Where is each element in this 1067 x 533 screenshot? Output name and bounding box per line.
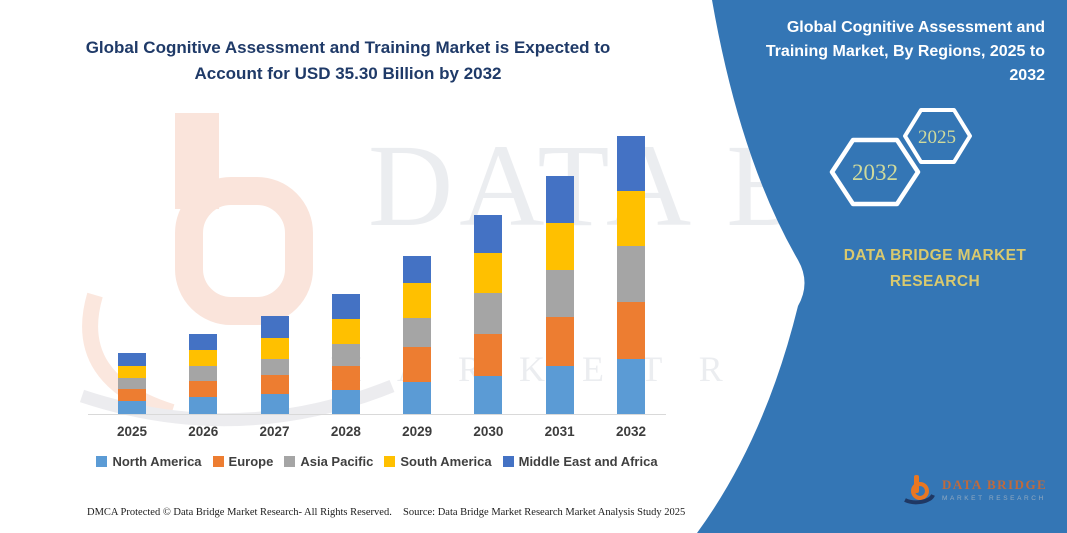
bar-2027-segment-north-america [260, 394, 289, 414]
bar-2029-segment-europe [403, 347, 432, 382]
x-axis-label-2030: 2030 [473, 424, 504, 439]
side-panel-heading: Global Cognitive Assessment and Training… [765, 19, 1045, 84]
legend-swatch-south-america [384, 456, 396, 467]
legend-swatch-middle-east-and-africa [502, 456, 514, 467]
forecast-years-hexagons: 2025 2032 [829, 108, 972, 207]
chart-legend: North America Europe Asia Pacific South Ame… [80, 454, 674, 469]
bar-2026-segment-south-america [189, 350, 218, 366]
bar-2028 [331, 294, 360, 414]
x-axis-line [88, 414, 666, 415]
company-logo: DATA BRIDGE MARKET RESEARCH [903, 474, 1047, 506]
bar-2026 [189, 334, 218, 414]
bar-2030 [474, 215, 503, 414]
side-panel-brand-line2: RESEARCH [889, 272, 981, 290]
company-logo-name: DATA BRIDGE [942, 476, 1048, 492]
page-title: Global Cognitive Assessment and Training… [85, 38, 611, 83]
stacked-bar-chart [118, 114, 645, 414]
bar-2025-segment-south-america [118, 365, 146, 378]
legend-label-south-america: South America [400, 454, 492, 469]
bar-2030-segment-middle-east-and-africa [474, 215, 503, 254]
bar-2025-segment-north-america [118, 400, 146, 414]
company-logo-subtitle: MARKET RESEARCH [942, 495, 1046, 503]
side-panel-brand: DATA BRIDGE MARKET RESEARCH [795, 243, 1067, 294]
bar-2031-segment-north-america [545, 365, 574, 414]
bar-2026-segment-asia-pacific [189, 365, 218, 381]
bar-2029-segment-asia-pacific [403, 317, 432, 348]
bar-2030-segment-north-america [474, 376, 503, 414]
bar-2032-segment-south-america [616, 191, 645, 247]
legend-swatch-europe [212, 456, 224, 467]
hexagon-2032-label: 2032 [852, 160, 898, 185]
legend-label-europe: Europe [228, 454, 274, 469]
bar-2028-segment-europe [331, 365, 360, 391]
side-panel-shape [697, 0, 1067, 533]
x-axis-label-2029: 2029 [402, 424, 433, 439]
legend-item-middle-east-and-africa: Middle East and Africa [502, 454, 658, 469]
x-axis-label-2032: 2032 [615, 424, 646, 439]
bar-2029-segment-south-america [403, 283, 432, 318]
x-axis-label-2027: 2027 [259, 424, 290, 439]
legend-label-middle-east-and-africa: Middle East and Africa [518, 454, 658, 469]
bar-2027-segment-middle-east-and-africa [260, 316, 289, 338]
bar-2032-segment-europe [616, 302, 645, 359]
legend-swatch-north-america [96, 456, 108, 467]
x-axis-labels: 2025 2026 2027 2028 2029 2030 2031 2032 [104, 424, 659, 439]
bar-2029-segment-middle-east-and-africa [403, 255, 432, 284]
bar-2027-segment-europe [260, 375, 289, 395]
bar-2029 [403, 255, 432, 414]
bar-2025-segment-europe [118, 388, 146, 401]
legend-label-north-america: North America [112, 454, 202, 469]
bar-2029-segment-north-america [403, 381, 432, 414]
x-axis-label-2025: 2025 [116, 424, 148, 439]
legend-label-asia-pacific: Asia Pacific [300, 454, 374, 469]
x-axis-label-2028: 2028 [330, 424, 361, 439]
bar-2026-segment-middle-east-and-africa [189, 334, 218, 351]
legend-item-europe: Europe [212, 454, 274, 469]
bar-2030-segment-asia-pacific [474, 293, 503, 335]
bar-2028-segment-north-america [331, 390, 360, 414]
bar-2028-segment-south-america [331, 318, 360, 344]
bar-2032-segment-north-america [616, 358, 645, 414]
bar-2031 [545, 176, 574, 414]
company-logo-icon [904, 475, 935, 505]
x-axis-label-2031: 2031 [544, 424, 575, 439]
bar-2032-segment-middle-east-and-africa [616, 135, 645, 192]
company-logo-text: DATA BRIDGE MARKET RESEARCH [942, 476, 1048, 503]
hexagon-2025 [903, 108, 972, 164]
bar-2031-segment-middle-east-and-africa [545, 176, 574, 224]
bar-2026-segment-north-america [189, 396, 218, 414]
bar-2026-segment-europe [189, 380, 218, 397]
legend-item-south-america: South America [384, 454, 492, 469]
source-note: Source: Data Bridge Market Research Mark… [403, 507, 686, 518]
bar-2031-segment-south-america [545, 223, 574, 270]
legend-item-asia-pacific: Asia Pacific [284, 454, 373, 469]
bar-2027 [260, 316, 289, 414]
bar-2031-segment-asia-pacific [545, 269, 574, 318]
legend-swatch-asia-pacific [284, 456, 296, 467]
bar-2027-segment-asia-pacific [260, 358, 289, 376]
hexagon-2032 [829, 137, 921, 207]
dmca-notice: DMCA Protected © Data Bridge Market Rese… [87, 507, 392, 518]
bar-2025 [118, 353, 146, 414]
bar-2025-segment-middle-east-and-africa [118, 353, 146, 366]
bar-2030-segment-south-america [474, 253, 503, 294]
side-panel-brand-line1: DATA BRIDGE MARKET [843, 247, 1027, 264]
bar-2032-segment-asia-pacific [616, 246, 645, 303]
bar-2028-segment-asia-pacific [331, 343, 360, 366]
bar-2027-segment-south-america [260, 337, 289, 359]
bar-2028-segment-middle-east-and-africa [331, 294, 360, 319]
x-axis-label-2026: 2026 [188, 424, 219, 439]
hexagon-2025-label: 2025 [918, 127, 956, 148]
bar-2025-segment-asia-pacific [118, 377, 146, 389]
bar-2032 [616, 135, 645, 414]
side-panel-background [697, 0, 1067, 533]
legend-item-north-america: North America [96, 454, 202, 469]
bar-2031-segment-europe [545, 317, 574, 366]
bar-2030-segment-europe [474, 334, 503, 377]
